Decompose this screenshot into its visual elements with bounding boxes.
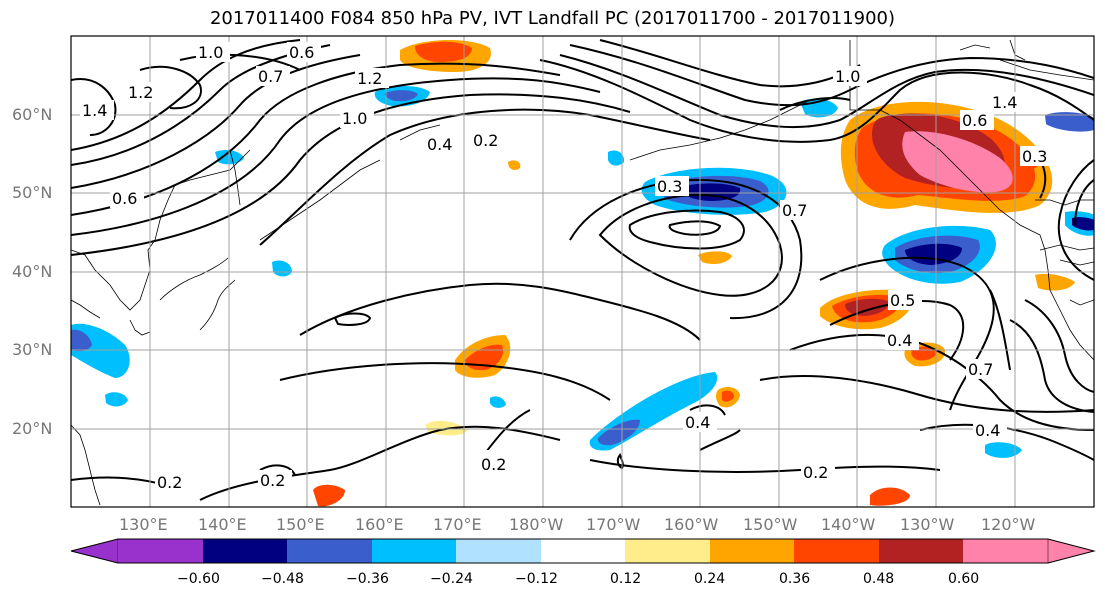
contour-label: 1.4 <box>992 93 1017 112</box>
colorbar-tick: −0.60 <box>177 571 220 587</box>
colorbar <box>70 538 1096 564</box>
colorbar-segment <box>879 539 963 563</box>
lon-label: 170°E <box>433 515 482 534</box>
colorbar-extend-high <box>1047 538 1095 564</box>
lat-label: 20°N <box>12 419 53 438</box>
lat-label: 40°N <box>12 262 53 281</box>
colorbar-segment <box>372 539 456 563</box>
contour-label: 0.7 <box>258 67 283 86</box>
contour-labels: 1.0 0.6 0.7 1.2 1.2 1.4 1.0 0.6 0.2 0.4 … <box>80 42 1054 492</box>
colorbar-tick: −0.48 <box>261 571 304 587</box>
contour-label: 1.0 <box>342 109 367 128</box>
map-frame <box>70 35 1095 508</box>
contour-label: 1.0 <box>198 43 223 62</box>
lon-label: 150°W <box>743 515 798 534</box>
lon-label: 160°E <box>355 515 404 534</box>
lon-label: 170°W <box>586 515 641 534</box>
pv-shading <box>71 39 1094 507</box>
lon-label: 120°W <box>981 515 1036 534</box>
lon-label: 130°W <box>900 515 955 534</box>
coastlines <box>71 39 1094 506</box>
colorbar-tick: 0.24 <box>694 571 726 587</box>
colorbar-tick: 0.60 <box>948 571 980 587</box>
lat-label: 50°N <box>12 183 53 202</box>
colorbar-segment <box>541 539 625 563</box>
gridlines <box>71 36 1094 507</box>
contour-label: 0.2 <box>473 131 498 150</box>
contour-label: 0.3 <box>657 177 682 196</box>
contour-label: 1.2 <box>357 69 382 88</box>
colorbar-segment <box>710 539 794 563</box>
contour-label: 0.2 <box>803 463 828 482</box>
lat-label: 30°N <box>12 340 53 359</box>
contour-label: 0.2 <box>260 471 285 490</box>
colorbar-tick: 0.36 <box>779 571 811 587</box>
contour-label: 1.4 <box>82 101 107 120</box>
lon-label: 150°E <box>276 515 325 534</box>
colorbar-segment <box>203 539 287 563</box>
colorbar-segment <box>625 539 710 563</box>
colorbar-segment <box>794 539 879 563</box>
colorbar-extend-low <box>70 538 119 564</box>
lon-label: 140°E <box>198 515 247 534</box>
contour-label: 1.2 <box>128 83 153 102</box>
contour-label: 0.3 <box>1022 147 1047 166</box>
lon-label: 130°E <box>119 515 168 534</box>
contour-label: 0.6 <box>289 43 314 62</box>
colorbar-tick: −0.24 <box>430 571 473 587</box>
contour-label: 0.2 <box>157 473 182 492</box>
contour-label: 0.5 <box>890 291 915 310</box>
contour-label: 0.4 <box>427 135 452 154</box>
colorbar-segment <box>963 539 1048 563</box>
contour-label: 0.4 <box>685 413 710 432</box>
colorbar-tick: −0.12 <box>515 571 558 587</box>
contour-label: 1.0 <box>835 67 860 86</box>
contour-label: 0.7 <box>782 201 807 220</box>
lon-label: 160°W <box>664 515 719 534</box>
contour-label: 0.4 <box>975 421 1000 440</box>
contour-label: 0.7 <box>968 360 993 379</box>
contour-label: 0.2 <box>481 455 506 474</box>
colorbar-segment <box>456 539 541 563</box>
map-title: 2017011400 F084 850 hPa PV, IVT Landfall… <box>209 8 896 29</box>
contour-label: 0.6 <box>962 111 987 130</box>
contour-label: 0.6 <box>112 189 137 208</box>
contour-label: 0.4 <box>887 331 912 350</box>
colorbar-segment <box>118 539 203 563</box>
lon-label: 180°W <box>509 515 564 534</box>
colorbar-tick: 0.48 <box>863 571 895 587</box>
lon-label: 140°W <box>821 515 876 534</box>
colorbar-tick: 0.12 <box>610 571 642 587</box>
colorbar-tick: −0.36 <box>346 571 389 587</box>
colorbar-segment <box>287 539 372 563</box>
lat-label: 60°N <box>12 105 53 124</box>
